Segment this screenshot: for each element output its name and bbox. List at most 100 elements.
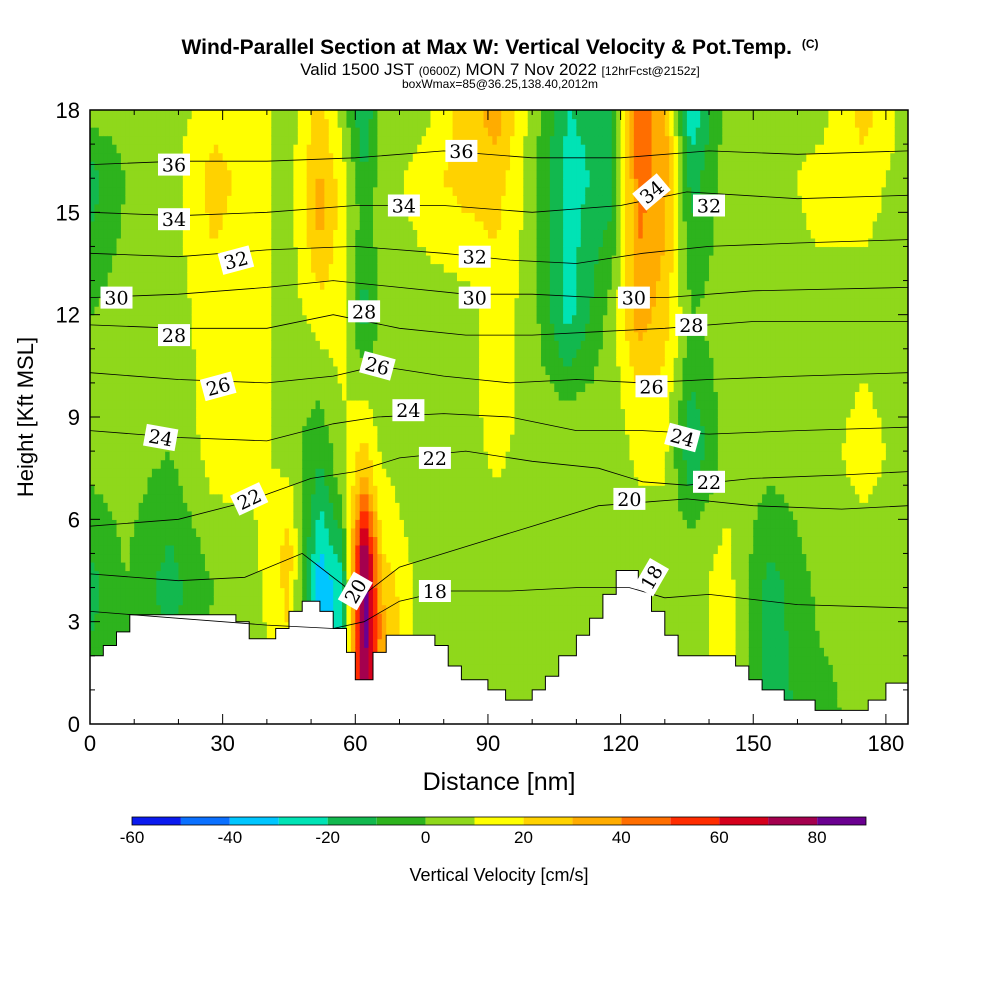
velocity-cell: [143, 186, 149, 196]
velocity-cell: [355, 289, 361, 299]
velocity-cell: [368, 391, 374, 401]
velocity-cell: [116, 127, 122, 137]
velocity-cell: [311, 374, 317, 384]
velocity-cell: [134, 323, 140, 333]
velocity-cell: [204, 254, 210, 265]
velocity-cell: [120, 237, 126, 248]
velocity-cell: [315, 144, 321, 154]
velocity-cell: [288, 229, 294, 239]
velocity-cell: [346, 229, 352, 239]
velocity-cell: [231, 442, 237, 452]
velocity-cell: [191, 280, 197, 290]
velocity-cell: [302, 493, 308, 503]
velocity-cell: [240, 237, 246, 248]
velocity-cell: [169, 451, 175, 461]
velocity-cell: [306, 451, 312, 461]
velocity-cell: [125, 246, 131, 256]
velocity-cell: [359, 169, 365, 179]
velocity-cell: [151, 493, 157, 503]
velocity-cell: [191, 161, 197, 171]
velocity-cell: [346, 613, 352, 623]
velocity-cell: [143, 553, 149, 563]
velocity-cell: [160, 570, 166, 580]
velocity-cell: [98, 553, 104, 563]
velocity-cell: [306, 527, 312, 537]
velocity-cell: [125, 144, 131, 154]
velocity-cell: [306, 391, 312, 401]
velocity-cell: [262, 289, 268, 299]
velocity-cell: [169, 561, 175, 572]
velocity-cell: [204, 348, 210, 358]
velocity-cell: [235, 434, 241, 444]
velocity-cell: [187, 263, 193, 273]
velocity-cell: [350, 246, 356, 256]
velocity-cell: [240, 280, 246, 290]
velocity-cell: [182, 263, 188, 273]
velocity-cell: [143, 306, 149, 316]
velocity-cell: [178, 263, 184, 273]
velocity-cell: [213, 587, 219, 597]
velocity-cell: [368, 536, 374, 546]
velocity-cell: [116, 596, 122, 606]
velocity-cell: [324, 476, 330, 486]
velocity-cell: [129, 510, 135, 520]
velocity-cell: [280, 417, 286, 427]
velocity-cell: [350, 527, 356, 537]
velocity-cell: [372, 340, 378, 350]
velocity-cell: [266, 451, 272, 461]
velocity-cell: [138, 110, 144, 120]
velocity-cell: [350, 434, 356, 444]
velocity-cell: [288, 135, 294, 145]
velocity-cell: [174, 144, 180, 154]
velocity-cell: [346, 127, 352, 137]
velocity-cell: [116, 365, 122, 375]
velocity-cell: [103, 340, 109, 350]
velocity-cell: [355, 186, 361, 196]
velocity-cell: [328, 374, 334, 384]
velocity-cell: [271, 459, 277, 469]
velocity-cell: [196, 604, 202, 614]
velocity-cell: [377, 374, 383, 384]
velocity-cell: [284, 442, 290, 452]
velocity-cell: [342, 536, 348, 546]
velocity-cell: [151, 408, 157, 418]
velocity-cell: [187, 118, 193, 128]
velocity-cell: [103, 399, 109, 410]
velocity-cell: [333, 340, 339, 350]
velocity-cell: [160, 144, 166, 154]
velocity-cell: [138, 127, 144, 137]
velocity-cell: [116, 178, 122, 188]
velocity-cell: [107, 544, 113, 555]
velocity-cell: [337, 382, 343, 393]
velocity-cell: [147, 493, 153, 503]
velocity-cell: [302, 570, 308, 580]
velocity-cell: [187, 485, 193, 495]
velocity-cell: [182, 374, 188, 384]
velocity-cell: [169, 519, 175, 529]
velocity-cell: [293, 391, 299, 401]
velocity-cell: [377, 647, 383, 657]
velocity-cell: [240, 570, 246, 580]
velocity-cell: [350, 135, 356, 145]
velocity-cell: [319, 374, 325, 384]
velocity-cell: [328, 229, 334, 239]
velocity-cell: [160, 118, 166, 128]
velocity-cell: [293, 553, 299, 563]
velocity-cell: [386, 237, 392, 248]
velocity-cell: [249, 203, 255, 213]
velocity-cell: [364, 664, 370, 674]
velocity-cell: [249, 186, 255, 196]
velocity-cell: [350, 502, 356, 512]
velocity-cell: [138, 365, 144, 375]
velocity-cell: [395, 553, 401, 563]
velocity-cell: [258, 348, 264, 358]
velocity-cell: [381, 502, 387, 512]
velocity-cell: [311, 451, 317, 461]
velocity-cell: [165, 544, 171, 555]
velocity-cell: [156, 195, 162, 205]
velocity-cell: [337, 331, 343, 341]
velocity-cell: [372, 604, 378, 614]
velocity-cell: [213, 604, 219, 614]
velocity-cell: [262, 425, 268, 435]
velocity-cell: [293, 195, 299, 205]
